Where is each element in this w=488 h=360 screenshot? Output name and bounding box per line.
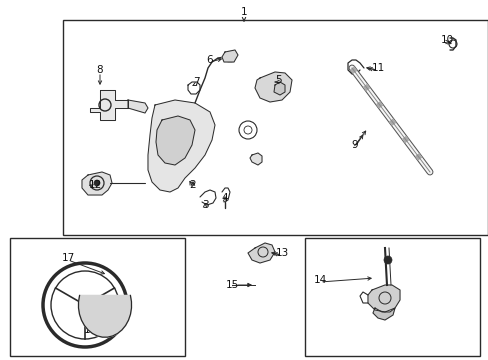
Text: 14: 14 <box>313 275 326 285</box>
Text: 8: 8 <box>97 65 103 75</box>
Text: 5: 5 <box>274 75 281 85</box>
Circle shape <box>94 180 100 186</box>
Polygon shape <box>82 172 112 195</box>
Polygon shape <box>90 90 128 120</box>
Text: 17: 17 <box>61 253 75 263</box>
Polygon shape <box>249 153 262 165</box>
Bar <box>305 238 479 356</box>
Text: 15: 15 <box>225 280 238 290</box>
Text: 1: 1 <box>240 7 247 17</box>
Text: 12: 12 <box>88 180 102 190</box>
Text: 3: 3 <box>201 200 208 210</box>
Polygon shape <box>367 285 399 312</box>
Bar <box>63 20 487 235</box>
Text: 9: 9 <box>351 140 358 150</box>
Text: 4: 4 <box>221 193 228 203</box>
Polygon shape <box>156 116 195 165</box>
Circle shape <box>100 302 110 312</box>
Text: 7: 7 <box>192 77 199 87</box>
Text: 13: 13 <box>275 248 288 258</box>
Polygon shape <box>273 82 285 95</box>
Polygon shape <box>79 296 131 337</box>
Bar <box>10 238 184 356</box>
Polygon shape <box>148 100 215 192</box>
Text: 16: 16 <box>83 325 97 335</box>
Text: 2: 2 <box>189 180 196 190</box>
Polygon shape <box>254 72 291 102</box>
Polygon shape <box>372 308 394 320</box>
Circle shape <box>383 256 391 264</box>
Polygon shape <box>247 243 274 263</box>
Polygon shape <box>128 100 148 113</box>
Text: 11: 11 <box>370 63 384 73</box>
Text: 10: 10 <box>440 35 453 45</box>
Polygon shape <box>222 50 238 62</box>
Text: 6: 6 <box>206 55 213 65</box>
